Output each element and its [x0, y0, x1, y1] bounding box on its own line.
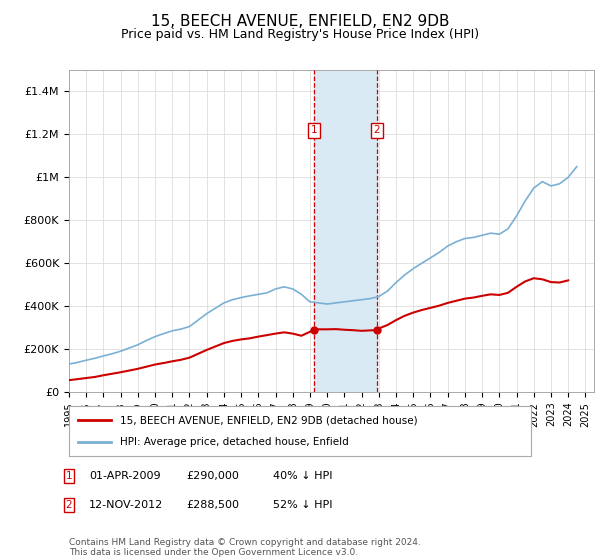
Text: 40% ↓ HPI: 40% ↓ HPI — [273, 471, 332, 481]
Text: 15, BEECH AVENUE, ENFIELD, EN2 9DB: 15, BEECH AVENUE, ENFIELD, EN2 9DB — [151, 14, 449, 29]
Text: 01-APR-2009: 01-APR-2009 — [89, 471, 160, 481]
Text: HPI: Average price, detached house, Enfield: HPI: Average price, detached house, Enfi… — [120, 437, 349, 447]
Text: 1: 1 — [65, 471, 73, 481]
Text: 2: 2 — [373, 125, 380, 135]
Text: Contains HM Land Registry data © Crown copyright and database right 2024.
This d: Contains HM Land Registry data © Crown c… — [69, 538, 421, 557]
Text: 15, BEECH AVENUE, ENFIELD, EN2 9DB (detached house): 15, BEECH AVENUE, ENFIELD, EN2 9DB (deta… — [120, 415, 418, 425]
Bar — [314, 70, 377, 392]
Text: 12-NOV-2012: 12-NOV-2012 — [89, 500, 163, 510]
Text: 1: 1 — [311, 125, 317, 135]
Text: 2: 2 — [65, 500, 73, 510]
Text: £290,000: £290,000 — [186, 471, 239, 481]
Text: Price paid vs. HM Land Registry's House Price Index (HPI): Price paid vs. HM Land Registry's House … — [121, 28, 479, 41]
Text: £288,500: £288,500 — [186, 500, 239, 510]
Text: 52% ↓ HPI: 52% ↓ HPI — [273, 500, 332, 510]
